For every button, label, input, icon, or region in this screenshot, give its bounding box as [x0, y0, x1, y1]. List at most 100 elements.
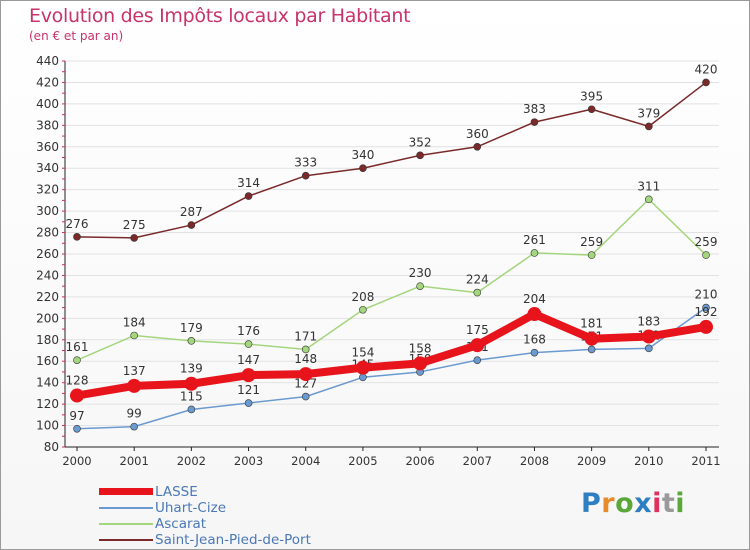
data-label-saint-jean-pied-de-port: 379	[637, 106, 660, 120]
logo-letter: i	[652, 488, 662, 519]
y-tick-label: 380	[36, 118, 59, 132]
data-label-uhart-cize: 97	[69, 409, 84, 423]
data-label-saint-jean-pied-de-port: 340	[351, 148, 374, 162]
data-point-uhart-cize	[530, 348, 539, 357]
y-tick-label: 440	[36, 54, 59, 68]
y-tick-label: 280	[36, 226, 59, 240]
series-saint-jean-pied-de-port: 276 275 287 314 333 340 352 360 383 395 379 420	[66, 62, 718, 242]
data-point-saint-jean-pied-de-port	[301, 171, 310, 180]
y-tick-label: 120	[36, 397, 59, 411]
data-label-lasse: 147	[237, 353, 260, 367]
data-point-ascarat	[73, 356, 81, 364]
data-point-ascarat	[702, 251, 710, 259]
data-point-uhart-cize	[359, 373, 367, 382]
y-tick-label: 200	[36, 311, 59, 325]
legend-label-saint-jean-pied-de-port: Saint-Jean-Pied-de-Port	[155, 532, 311, 548]
x-tick-label: 2010	[634, 454, 663, 468]
data-point-saint-jean-pied-de-port	[244, 192, 253, 200]
data-point-lasse	[70, 388, 84, 403]
legend-swatch-ascarat	[99, 523, 153, 525]
data-label-lasse: 183	[637, 315, 660, 329]
data-point-lasse	[699, 319, 713, 334]
data-label-uhart-cize: 115	[180, 389, 203, 403]
legend-swatch-lasse	[99, 488, 153, 495]
data-point-lasse	[527, 307, 542, 322]
data-point-saint-jean-pied-de-port	[73, 233, 81, 241]
data-label-ascarat: 184	[123, 315, 146, 329]
y-tick-label: 260	[36, 247, 59, 261]
y-tick-label: 240	[36, 268, 59, 282]
logo-letter: x	[634, 488, 653, 519]
x-tick-label: 2006	[405, 454, 434, 468]
data-point-saint-jean-pied-de-port	[587, 105, 596, 114]
x-tick-label: 2007	[463, 454, 492, 468]
data-label-saint-jean-pied-de-port: 333	[294, 156, 317, 170]
data-point-lasse	[641, 329, 656, 344]
data-label-uhart-cize: 99	[127, 407, 142, 421]
data-point-ascarat	[359, 305, 367, 314]
data-point-saint-jean-pied-de-port	[130, 234, 138, 242]
legend-label-lasse: LASSE	[155, 484, 198, 500]
data-label-saint-jean-pied-de-port: 420	[695, 62, 718, 76]
data-label-saint-jean-pied-de-port: 352	[409, 135, 432, 149]
data-point-lasse	[413, 356, 428, 371]
series-lasse: 128 137 139 147 148 154 158 175 204 181 183 192	[66, 292, 718, 403]
grid-lines: 80 100 120 140 160 180 200 220 240 260 280 300 320 34…	[36, 54, 719, 454]
data-point-saint-jean-pied-de-port	[530, 118, 539, 126]
data-point-lasse	[470, 338, 485, 353]
legend-label-uhart-cize: Uhart-Cize	[155, 500, 226, 516]
data-label-ascarat: 311	[637, 179, 660, 193]
data-point-uhart-cize	[702, 303, 710, 312]
data-point-ascarat	[530, 249, 539, 257]
data-label-lasse: 158	[409, 341, 432, 355]
logo-letter: o	[615, 488, 635, 519]
data-label-lasse: 192	[695, 305, 718, 319]
data-point-uhart-cize	[73, 424, 81, 433]
logo-letter: P	[581, 488, 602, 519]
data-point-saint-jean-pied-de-port	[359, 164, 367, 173]
data-point-uhart-cize	[301, 392, 310, 401]
data-label-ascarat: 224	[466, 273, 489, 287]
data-label-uhart-cize: 210	[695, 288, 718, 302]
y-minor-ticks	[62, 60, 65, 448]
data-label-lasse: 148	[294, 352, 317, 366]
series-line-saint-jean-pied-de-port	[76, 81, 707, 239]
data-label-saint-jean-pied-de-port: 275	[123, 218, 146, 232]
data-point-saint-jean-pied-de-port	[702, 78, 710, 87]
y-tick-label: 80	[44, 440, 59, 454]
data-point-lasse	[184, 376, 199, 391]
data-label-ascarat: 161	[66, 340, 89, 354]
data-label-saint-jean-pied-de-port: 287	[180, 205, 203, 219]
x-tick-label: 2002	[177, 454, 206, 468]
x-tick-label: 2008	[520, 454, 549, 468]
data-label-lasse: 137	[123, 364, 146, 378]
data-label-lasse: 175	[466, 323, 489, 337]
data-point-uhart-cize	[587, 345, 596, 354]
logo-letter: i	[675, 488, 686, 519]
data-label-lasse: 154	[351, 346, 374, 360]
legend-swatch-uhart-cize	[99, 507, 153, 509]
y-tick-label: 420	[36, 75, 59, 89]
data-label-ascarat: 261	[523, 233, 546, 247]
data-point-uhart-cize	[244, 399, 253, 407]
data-label-saint-jean-pied-de-port: 383	[523, 102, 546, 116]
y-tick-label: 100	[36, 419, 59, 433]
x-tick-label: 2005	[348, 454, 377, 468]
data-point-uhart-cize	[473, 356, 482, 364]
data-label-saint-jean-pied-de-port: 395	[580, 89, 603, 103]
data-point-saint-jean-pied-de-port	[416, 151, 424, 160]
data-point-uhart-cize	[187, 405, 196, 414]
data-point-saint-jean-pied-de-port	[473, 142, 482, 151]
data-point-lasse	[298, 367, 313, 382]
x-tick-label: 2009	[577, 454, 606, 468]
data-point-ascarat	[244, 340, 253, 348]
data-point-ascarat	[645, 195, 653, 204]
data-point-lasse	[241, 368, 256, 383]
data-label-ascarat: 176	[237, 324, 260, 338]
data-label-ascarat: 259	[580, 235, 603, 249]
series-line-uhart-cize	[76, 306, 707, 430]
y-tick-label: 180	[36, 333, 59, 347]
y-tick-label: 160	[36, 354, 59, 368]
